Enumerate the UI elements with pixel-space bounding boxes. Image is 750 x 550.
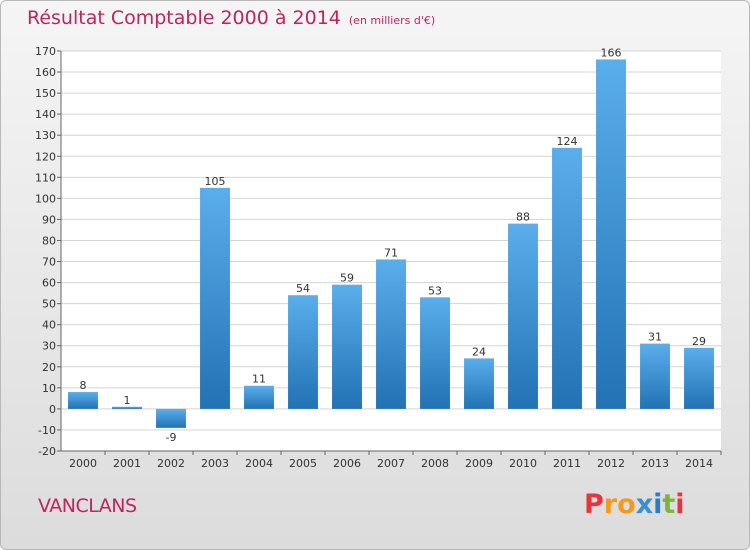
logo-letter: t <box>662 489 676 520</box>
y-tick-label: 150 <box>35 87 56 100</box>
data-label-2004: 11 <box>252 373 266 386</box>
bar-2003 <box>200 187 230 409</box>
y-tick-label: 40 <box>42 319 56 332</box>
x-tick-label: 2011 <box>553 457 581 470</box>
bars <box>68 59 714 428</box>
data-label-2014: 29 <box>692 335 706 348</box>
bar-2011 <box>552 147 582 409</box>
bar-2000 <box>68 392 98 409</box>
commune-name: VANCLANS <box>38 495 137 517</box>
x-tick-label: 2012 <box>597 457 625 470</box>
x-tick-label: 2005 <box>289 457 317 470</box>
y-tick-label: 160 <box>35 66 56 79</box>
data-label-2009: 24 <box>472 345 486 358</box>
chart-title: Résultat Comptable 2000 à 2014 (en millie… <box>27 7 435 29</box>
data-label-2000: 8 <box>80 379 87 392</box>
bar-2007 <box>376 259 406 409</box>
logo-letter: o <box>617 489 636 520</box>
data-label-2008: 53 <box>428 284 442 297</box>
data-label-2001: 1 <box>124 394 131 407</box>
data-label-2002: -9 <box>166 431 177 444</box>
y-tick-label: 50 <box>42 298 56 311</box>
bar-2001 <box>112 406 142 409</box>
x-tick-label: 2007 <box>377 457 405 470</box>
bar-2002 <box>156 408 186 428</box>
x-tick-label: 2004 <box>245 457 273 470</box>
chart-title-text: Résultat Comptable 2000 à 2014 <box>27 7 341 29</box>
y-tick-label: 80 <box>42 234 56 247</box>
x-tick-label: 2013 <box>641 457 669 470</box>
bar-2004 <box>244 385 274 409</box>
y-tick-label: 70 <box>42 256 56 269</box>
x-tick-label: 2006 <box>333 457 361 470</box>
data-label-2011: 124 <box>557 135 578 148</box>
data-label-2003: 105 <box>205 175 226 188</box>
x-tick-label: 2008 <box>421 457 449 470</box>
proxiti-logo: Proxiti <box>584 489 685 520</box>
x-tick-label: 2001 <box>113 457 141 470</box>
chart-unit-label: (en milliers d'€) <box>348 14 436 27</box>
logo-letter: r <box>603 489 618 520</box>
x-tick-label: 2002 <box>157 457 185 470</box>
y-tick-label: 120 <box>35 150 56 163</box>
bar-2012 <box>596 59 626 409</box>
logo-letter: i <box>675 489 685 520</box>
bar-2014 <box>684 347 714 409</box>
y-tick-label: 10 <box>42 382 56 395</box>
y-tick-label: 110 <box>35 171 56 184</box>
bar-2005 <box>288 295 318 409</box>
bar-2006 <box>332 284 362 409</box>
y-tick-label: 170 <box>35 45 56 58</box>
x-tick-label: 2014 <box>685 457 713 470</box>
data-label-2010: 88 <box>516 211 530 224</box>
y-tick-label: 20 <box>42 361 56 374</box>
y-tick-label: -10 <box>38 424 56 437</box>
y-tick-label: 140 <box>35 108 56 121</box>
logo-letter: i <box>653 489 663 520</box>
x-tick-label: 2003 <box>201 457 229 470</box>
x-tick-label: 2010 <box>509 457 537 470</box>
y-tick-label: 60 <box>42 277 56 290</box>
y-tick-label: 130 <box>35 129 56 142</box>
y-tick-label: 100 <box>35 192 56 205</box>
y-tick-label: 30 <box>42 340 56 353</box>
data-label-2006: 59 <box>340 272 354 285</box>
logo-letter: P <box>584 489 604 520</box>
bar-2009 <box>464 358 494 409</box>
axes: -20 -10 0 10 20 30 40 50 60 70 80 90 100 110 120 130 140… <box>35 45 722 470</box>
x-tick-label: 2000 <box>69 457 97 470</box>
y-tick-label: -20 <box>38 445 56 458</box>
y-tick-label: 90 <box>42 213 56 226</box>
y-tick-label: 0 <box>49 403 56 416</box>
x-tick-label: 2009 <box>465 457 493 470</box>
logo-letter: x <box>635 489 654 520</box>
data-label-2013: 31 <box>648 331 662 344</box>
bar-2010 <box>508 223 538 409</box>
data-labels: 8 1 -9 105 11 54 59 71 53 24 88 124 166 31 29 <box>80 46 707 443</box>
bar-2008 <box>420 297 450 409</box>
data-label-2005: 54 <box>296 282 310 295</box>
data-label-2007: 71 <box>384 246 398 259</box>
data-label-2012: 166 <box>601 46 622 59</box>
bar-2013 <box>640 343 670 409</box>
